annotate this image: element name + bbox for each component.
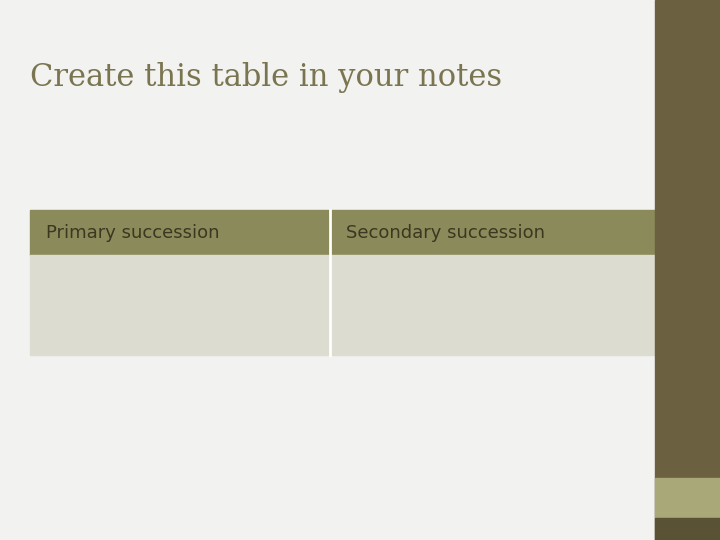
Bar (30, 210, 330, 255)
Bar (655, 0, 720, 540)
Text: Secondary succession: Secondary succession (346, 224, 545, 241)
Text: Primary succession: Primary succession (46, 224, 220, 241)
Text: Create this table in your notes: Create this table in your notes (30, 62, 502, 93)
Bar (30, 255, 330, 355)
Bar (330, 255, 658, 355)
Bar (655, 478, 720, 518)
Bar (655, 518, 720, 540)
Bar (330, 210, 658, 255)
